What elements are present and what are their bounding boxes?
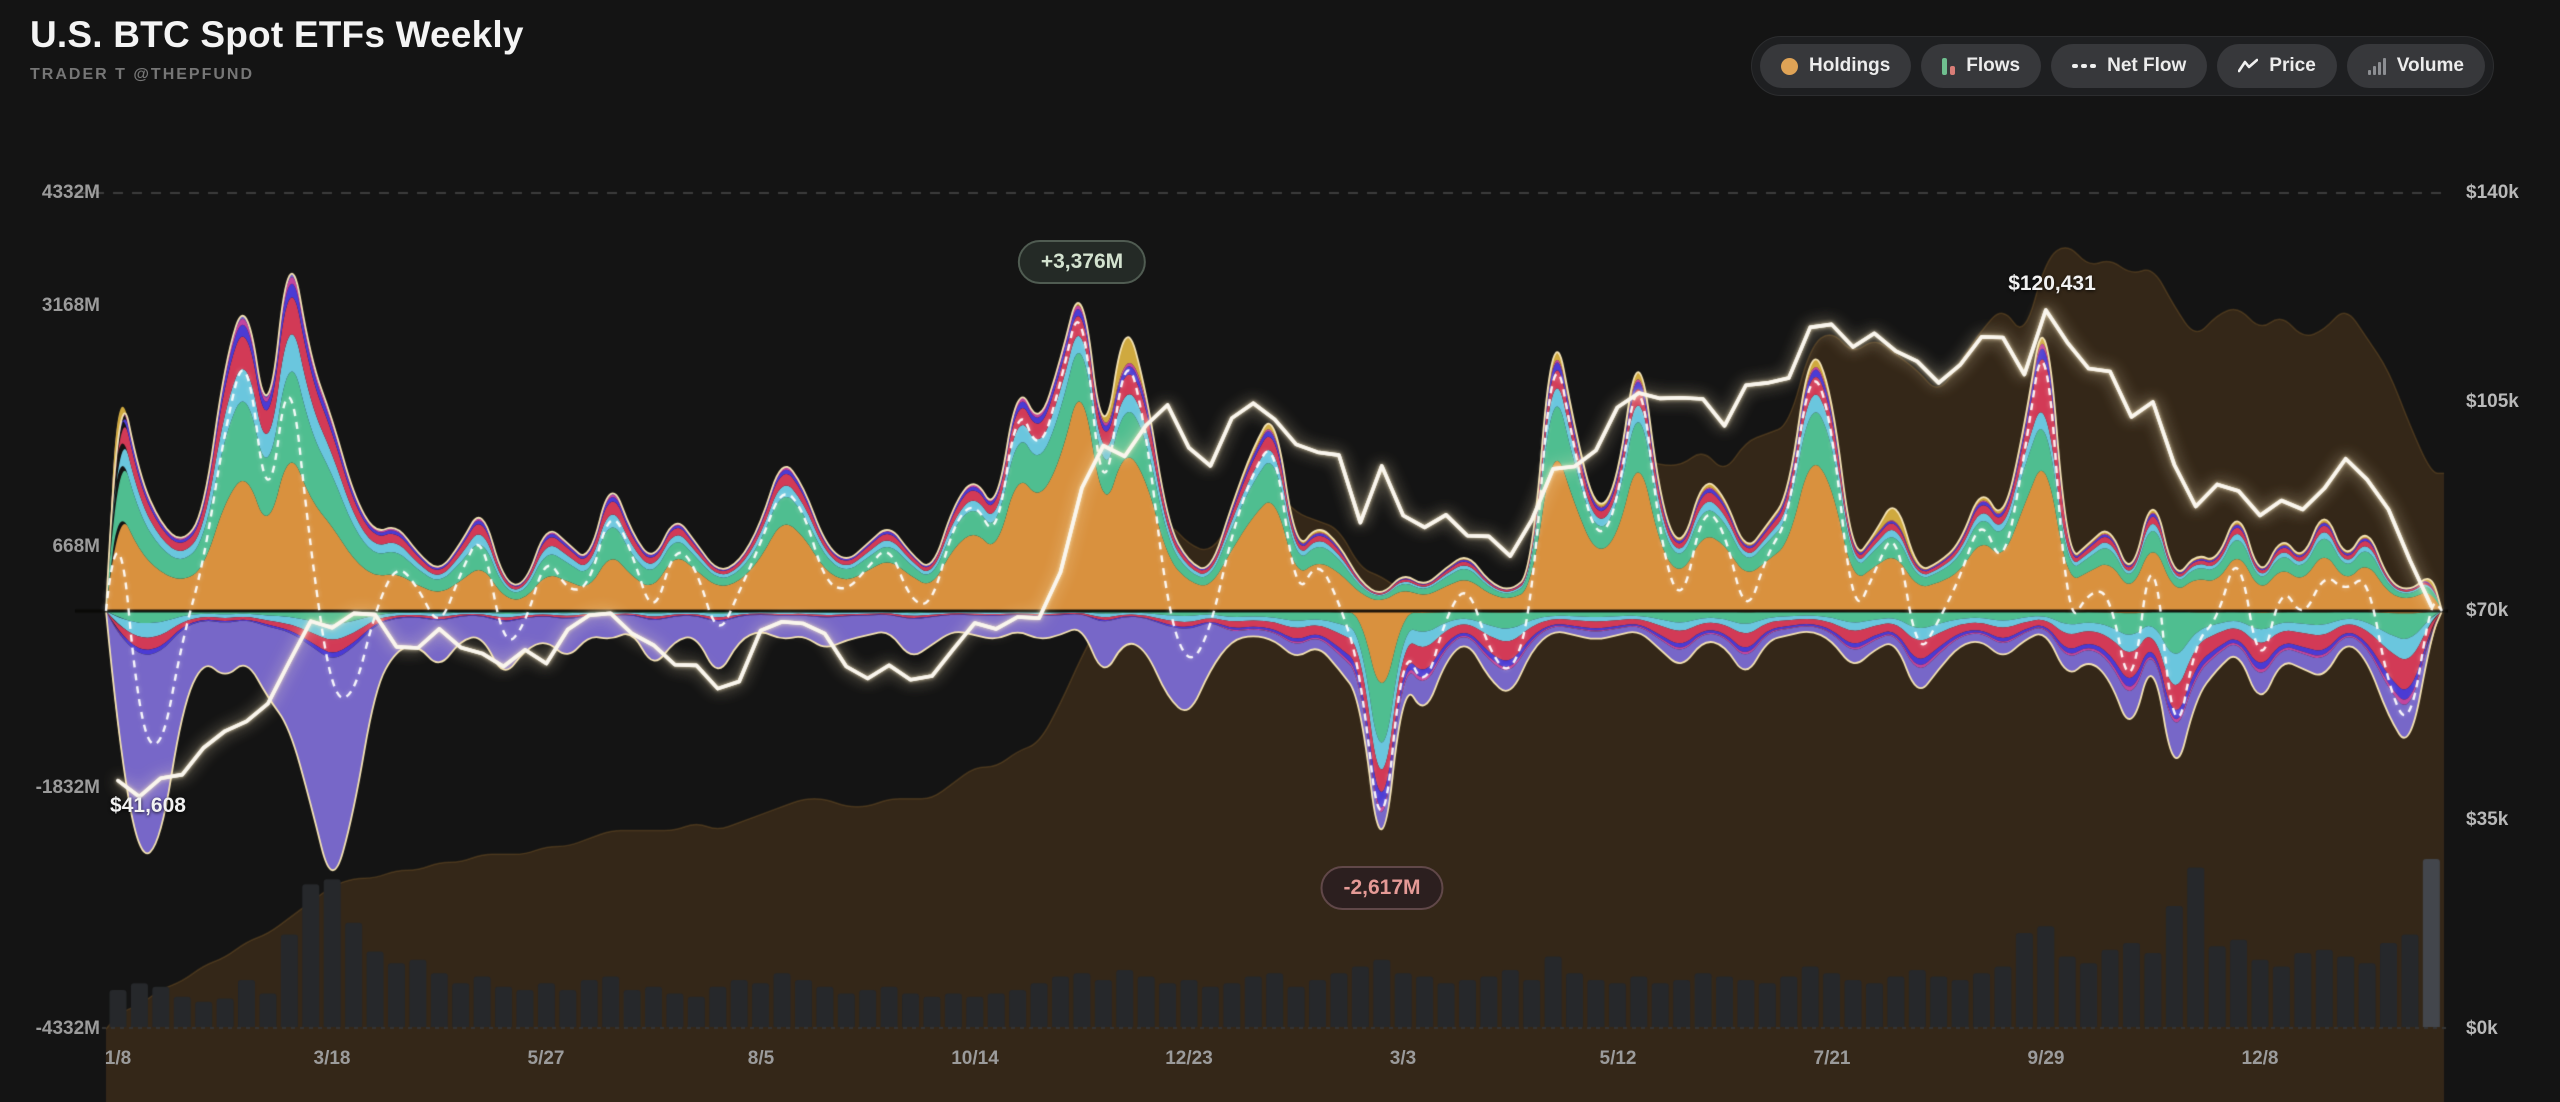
y-axis-right-tick: $0k xyxy=(2466,1018,2498,1039)
legend-button-net-flow[interactable]: Net Flow xyxy=(2051,44,2208,88)
price-high-label: $120,431 xyxy=(2008,272,2096,295)
zigzag-line-icon xyxy=(2238,58,2259,74)
x-axis-tick: 3/18 xyxy=(313,1048,351,1069)
x-axis-tick: 3/3 xyxy=(1389,1048,1417,1069)
y-axis-left-tick: 4332M xyxy=(41,182,100,203)
x-axis-tick: 12/8 xyxy=(2241,1048,2279,1069)
legend-button-holdings[interactable]: Holdings xyxy=(1760,44,1912,88)
x-axis-tick: 5/27 xyxy=(527,1048,565,1069)
mini-bars-icon xyxy=(2367,57,2386,75)
legend-button-volume[interactable]: Volume xyxy=(2346,44,2485,88)
y-axis-left-tick: -4332M xyxy=(35,1018,100,1039)
y-axis-right-tick: $35k xyxy=(2466,809,2509,830)
x-axis-tick: 7/21 xyxy=(1813,1048,1851,1069)
dashed-line-icon xyxy=(2072,64,2097,68)
flows-bars-icon xyxy=(1942,57,1956,75)
legend-label: Price xyxy=(2269,55,2316,76)
x-axis-tick: 5/12 xyxy=(1599,1048,1637,1069)
legend-label: Holdings xyxy=(1809,55,1891,76)
legend-label: Flows xyxy=(1966,55,2021,76)
x-axis-tick: 1/8 xyxy=(104,1048,132,1069)
legend-label: Net Flow xyxy=(2107,55,2187,76)
y-axis-right-tick: $140k xyxy=(2466,182,2519,203)
header: U.S. BTC Spot ETFs Weekly TRADER T @THEP… xyxy=(30,14,524,84)
max-inflow-badge: +3,376M xyxy=(1017,240,1147,284)
x-axis-tick: 12/23 xyxy=(1165,1048,1213,1069)
y-axis-left-tick: 3168M xyxy=(41,295,100,316)
legend-toggle-bar: Holdings Flows Net Flow Price Volume xyxy=(1751,36,2494,96)
x-axis-tick: 10/14 xyxy=(951,1048,999,1069)
x-axis-tick: 9/29 xyxy=(2027,1048,2065,1069)
page-title: U.S. BTC Spot ETFs Weekly xyxy=(30,14,524,55)
legend-button-flows[interactable]: Flows xyxy=(1921,44,2042,88)
legend-button-price[interactable]: Price xyxy=(2217,44,2337,88)
y-axis-left-tick: -1832M xyxy=(35,777,100,798)
x-axis-tick: 8/5 xyxy=(747,1048,775,1069)
y-axis-left-tick: 668M xyxy=(52,536,100,557)
y-axis-right-tick: $105k xyxy=(2466,391,2519,412)
max-outflow-badge: -2,617M xyxy=(1320,866,1444,910)
holdings-dot-icon xyxy=(1781,57,1798,75)
legend-label: Volume xyxy=(2396,55,2464,76)
page-subtitle: TRADER T @THEPFUND xyxy=(30,66,255,83)
price-start-label: $41,608 xyxy=(110,794,186,817)
y-axis-right-tick: $70k xyxy=(2466,600,2509,621)
